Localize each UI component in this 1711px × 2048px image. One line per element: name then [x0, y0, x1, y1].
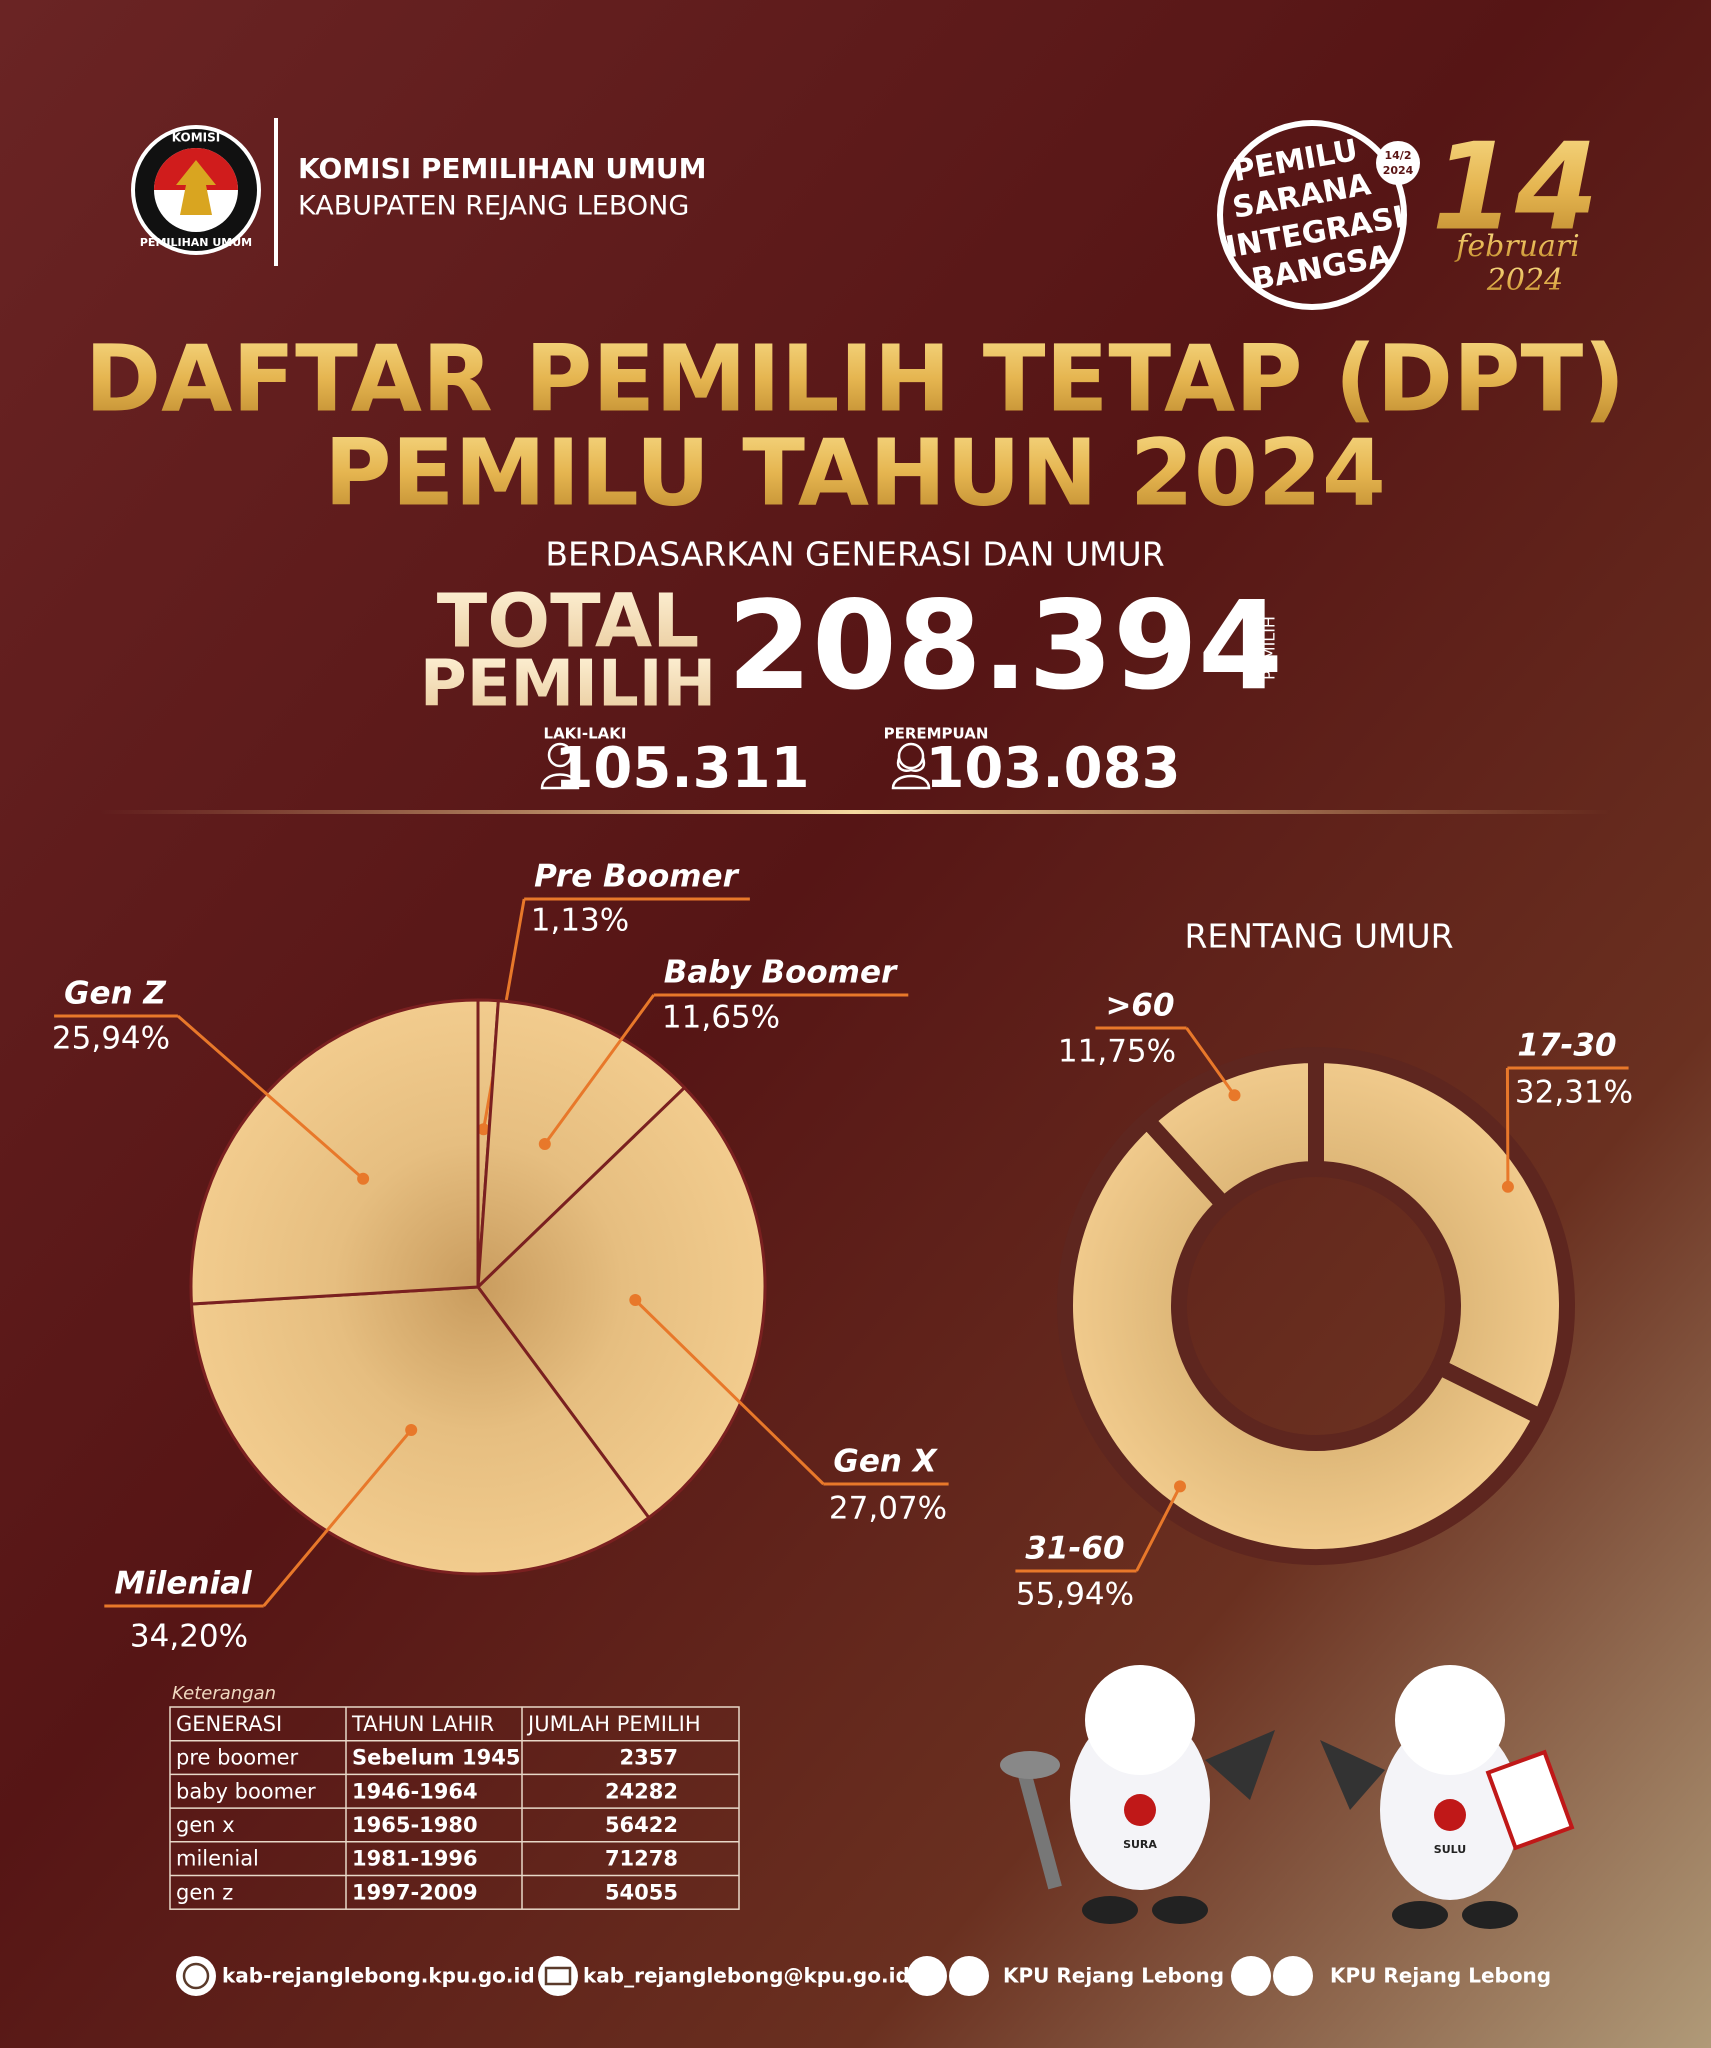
table-cell: milenial [176, 1847, 259, 1871]
divider [100, 810, 1610, 814]
footer-icons [176, 1956, 1313, 1996]
table-cell: 71278 [605, 1847, 678, 1871]
leader-line [1095, 1026, 1236, 1097]
date-month: februari [1454, 229, 1580, 264]
footer-social: KPU Rejang Lebong [1003, 1964, 1224, 1988]
female-value: 103.083 [925, 736, 1180, 801]
footer-email: kab_rejanglebong@kpu.go.id [583, 1964, 910, 1988]
table-caption: Keterangan [172, 1683, 276, 1704]
leader-dot [1228, 1089, 1241, 1102]
leader-line [634, 1298, 949, 1486]
mascot-label: SULU [1434, 1843, 1466, 1856]
date-year: 2024 [1486, 263, 1563, 298]
slice-value: 27,07% [829, 1491, 947, 1527]
slice-label: Gen X [833, 1444, 938, 1480]
subtitle: BERDASARKAN GENERASI DAN UMUR [545, 535, 1164, 574]
slice [476, 1086, 767, 1520]
total-value: 208.394 [727, 575, 1283, 717]
table-cell: baby boomer [176, 1779, 316, 1803]
female-icon [891, 742, 931, 790]
male-label: LAKI-LAKI [544, 725, 627, 743]
org-region: KABUPATEN REJANG LEBONG [298, 191, 689, 222]
logo-text: KOMISI [172, 131, 220, 145]
leader-dot [477, 1123, 490, 1136]
leader-dot [405, 1424, 418, 1437]
slice-label: Baby Boomer [664, 955, 898, 991]
mascot-label: SURA [1123, 1838, 1157, 1851]
table-cell: Sebelum 1945 [352, 1746, 520, 1770]
slice-value: 32,31% [1515, 1075, 1633, 1111]
slice-value: 11,65% [662, 1000, 780, 1036]
slice-value: 25,94% [52, 1021, 170, 1057]
table-cell: 54055 [605, 1880, 678, 1904]
leader-line [1505, 1066, 1629, 1187]
male-icon [540, 742, 580, 790]
table-cell: 56422 [605, 1813, 678, 1837]
slice-label: >60 [1105, 988, 1174, 1024]
table-cell: 1946-1964 [352, 1779, 478, 1803]
slice-label: Pre Boomer [534, 859, 739, 895]
badge-date: 14/2 [1385, 149, 1412, 162]
slice [1139, 1047, 1324, 1213]
table-cell: pre boomer [176, 1746, 299, 1770]
slice [190, 1285, 651, 1576]
slice [1308, 1047, 1575, 1426]
logo-text: PEMILIHAN UMUM [140, 236, 252, 249]
leader-dot [357, 1172, 370, 1185]
logo: KOMISI PEMILIHAN UMUM [131, 125, 261, 255]
slice-value: 55,94% [1016, 1577, 1134, 1613]
slice-value: 34,20% [130, 1619, 248, 1655]
leader-dot [1501, 1180, 1514, 1193]
slice-value: 11,75% [1058, 1034, 1176, 1070]
slice-label: 17-30 [1517, 1028, 1616, 1064]
leader-line [1015, 1485, 1182, 1573]
total-label: PEMILIH [420, 648, 716, 722]
slice-label: Gen Z [64, 976, 166, 1012]
date-day: 14 [1432, 119, 1599, 258]
leader-line [54, 1014, 365, 1180]
table-cell: 1965-1980 [352, 1813, 478, 1837]
table-header: GENERASI [176, 1712, 282, 1736]
leader-dot [629, 1294, 642, 1307]
org-name: KOMISI PEMILIHAN UMUM [298, 152, 707, 185]
slice-label: Milenial [114, 1566, 252, 1602]
slice-value: 1,13% [531, 903, 629, 939]
female-label: PEREMPUAN [884, 725, 989, 743]
footer-website: kab-rejanglebong.kpu.go.id [222, 1964, 535, 1988]
table-cell: gen x [176, 1813, 235, 1837]
slice [1057, 1112, 1549, 1565]
table: GENERASI TAHUN LAHIR JUMLAH PEMILIH pre boo… [169, 1706, 740, 1910]
badge-date: 2024 [1383, 164, 1414, 177]
table-header: TAHUN LAHIR [351, 1712, 494, 1736]
table-cell: 1997-2009 [352, 1880, 478, 1904]
slice-label: 31-60 [1025, 1531, 1124, 1567]
mascot: SURA [1000, 1665, 1275, 1924]
total-unit: PEMILIH [1260, 616, 1279, 680]
total-label: TOTAL [437, 579, 700, 665]
title: PEMILU TAHUN 2024 [324, 419, 1386, 526]
donut-title: RENTANG UMUR [1184, 917, 1453, 956]
leader-line [543, 993, 909, 1145]
table-cell: 2357 [620, 1746, 678, 1770]
table-header: JUMLAH PEMILIH [526, 1712, 701, 1736]
footer-social: KPU Rejang Lebong [1330, 1964, 1551, 1988]
leader-dot [538, 1137, 551, 1150]
table-cell: gen z [176, 1880, 233, 1904]
male-value: 105.311 [554, 736, 809, 801]
table-cell: 1981-1996 [352, 1847, 478, 1871]
title: DAFTAR PEMILIH TETAP (DPT) [85, 325, 1626, 432]
leader-dot [1174, 1480, 1187, 1493]
mascot: SULU [1320, 1665, 1575, 1929]
table-cell: 24282 [605, 1779, 678, 1803]
header-divider [274, 118, 278, 266]
leader-line [104, 1429, 413, 1608]
slice [476, 999, 686, 1289]
